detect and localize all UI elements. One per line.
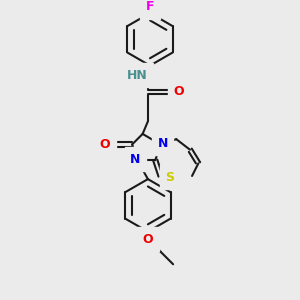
Text: F: F bbox=[146, 0, 154, 13]
Text: O: O bbox=[173, 85, 184, 98]
Text: O: O bbox=[142, 232, 153, 245]
Text: S: S bbox=[166, 170, 175, 184]
Text: HN: HN bbox=[127, 69, 148, 82]
Text: O: O bbox=[100, 138, 110, 151]
Text: N: N bbox=[130, 153, 140, 166]
Text: N: N bbox=[158, 137, 168, 150]
